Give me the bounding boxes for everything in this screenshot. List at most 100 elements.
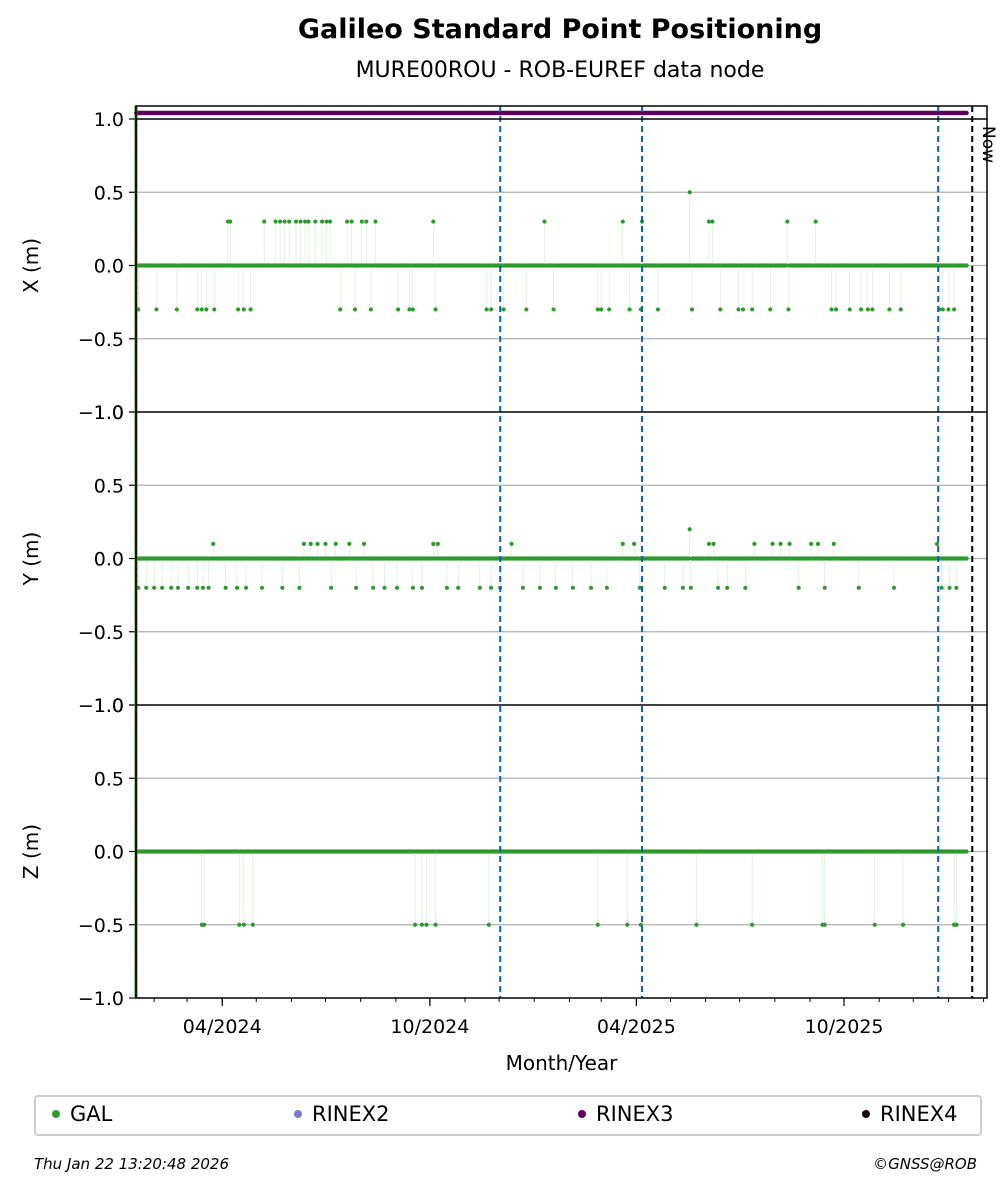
gal-point xyxy=(159,585,165,590)
gal-point xyxy=(786,307,791,312)
gal-point xyxy=(407,307,412,312)
legend-label: RINEX3 xyxy=(596,1102,674,1126)
copyright: ©GNSS@ROB xyxy=(873,1155,977,1173)
legend: GAL RINEX2 RINEX3 RINEX4 xyxy=(34,1095,982,1136)
gal-point xyxy=(687,527,692,532)
y-axis-label: Y (m) xyxy=(19,532,43,587)
gal-point xyxy=(313,219,318,224)
gal-point xyxy=(858,307,864,312)
gal-point xyxy=(815,541,821,546)
gal-point xyxy=(211,541,216,546)
gal-point xyxy=(195,307,200,312)
legend-item-rinex2: RINEX2 xyxy=(294,1102,390,1126)
gal-point xyxy=(278,219,283,224)
gal-point xyxy=(829,307,834,312)
gal-point xyxy=(725,585,730,590)
gal-point xyxy=(750,307,755,312)
gal-point xyxy=(319,219,325,224)
y-tick-label: 1.0 xyxy=(94,695,124,717)
x-tick-label: 10/2025 xyxy=(805,1016,884,1038)
gal-point xyxy=(237,922,242,927)
gal-point xyxy=(287,219,292,224)
gal-point xyxy=(333,541,338,546)
gal-point xyxy=(489,585,494,590)
gal-point xyxy=(368,307,373,312)
gal-point xyxy=(329,585,334,590)
gal-point xyxy=(689,307,695,312)
gal-point xyxy=(752,541,757,546)
gal-point xyxy=(964,849,969,854)
y-tick-label: 0.0 xyxy=(94,549,124,571)
y-tick-label: 1.0 xyxy=(94,109,124,131)
x-tick-label: 10/2024 xyxy=(390,1016,469,1038)
gal-point xyxy=(954,585,959,590)
gal-point xyxy=(687,190,692,195)
y-axis-label: Z (m) xyxy=(19,824,43,879)
gal-point xyxy=(620,219,625,224)
gal-point xyxy=(169,585,174,590)
gal-point xyxy=(433,307,438,312)
y-tick-label: 0.5 xyxy=(94,768,124,790)
gal-point xyxy=(542,219,547,224)
gal-point xyxy=(394,585,400,590)
rinex2-marker-icon xyxy=(294,1110,302,1118)
gal-point xyxy=(413,922,418,927)
gal-point xyxy=(711,541,716,546)
gal-point xyxy=(273,219,278,224)
gal-point xyxy=(486,922,491,927)
gal-point xyxy=(489,307,494,312)
gal-point xyxy=(951,307,957,312)
gal-point xyxy=(718,307,723,312)
gal-point xyxy=(796,585,801,590)
gal-point xyxy=(688,585,693,590)
gal-point xyxy=(200,585,206,590)
gal-point xyxy=(847,307,852,312)
gal-point xyxy=(354,585,359,590)
y-tick-label: −0.5 xyxy=(78,915,124,937)
gal-point xyxy=(680,585,686,590)
gal-point xyxy=(396,307,401,312)
gal-point xyxy=(419,922,425,927)
gal-point xyxy=(570,585,575,590)
gal-point xyxy=(175,585,181,590)
gal-point xyxy=(940,307,945,312)
gal-point xyxy=(282,219,287,224)
gal-point xyxy=(361,541,367,546)
gal-point xyxy=(243,585,249,590)
gal-point xyxy=(250,922,255,927)
gal-point xyxy=(262,219,267,224)
gal-point xyxy=(280,585,285,590)
legend-item-gal: GAL xyxy=(52,1102,112,1126)
y-tick-label: −1.0 xyxy=(78,988,124,1010)
gal-point xyxy=(201,922,207,927)
gal-point xyxy=(223,585,228,590)
chart-subtitle: MURE00ROU - ROB-EUREF data node xyxy=(355,58,765,83)
gal-point xyxy=(444,585,449,590)
gal-point xyxy=(954,922,959,927)
gal-point xyxy=(195,585,200,590)
gal-point xyxy=(410,307,415,312)
gal-point xyxy=(424,922,429,927)
gal-point xyxy=(638,922,644,927)
rinex3-marker-icon xyxy=(578,1110,586,1118)
gal-point xyxy=(349,219,354,224)
gal-point xyxy=(947,585,952,590)
legend-item-rinex3: RINEX3 xyxy=(578,1102,674,1126)
gal-point xyxy=(186,585,191,590)
gal-point xyxy=(433,922,438,927)
gal-point xyxy=(306,219,311,224)
chart-title: Galileo Standard Point Positioning xyxy=(297,14,823,45)
legend-label: RINEX4 xyxy=(880,1102,958,1126)
rinex4-marker-icon xyxy=(862,1110,870,1118)
gal-point xyxy=(553,585,558,590)
y-tick-label: 0.5 xyxy=(94,182,124,204)
plot-frame xyxy=(135,105,988,999)
gal-point xyxy=(154,307,159,312)
gal-point xyxy=(241,922,246,927)
gal-point xyxy=(327,219,333,224)
gal-point xyxy=(620,541,625,546)
gal-point xyxy=(248,307,253,312)
gal-point xyxy=(371,585,376,590)
legend-label: GAL xyxy=(70,1102,113,1126)
gal-point xyxy=(778,541,783,546)
